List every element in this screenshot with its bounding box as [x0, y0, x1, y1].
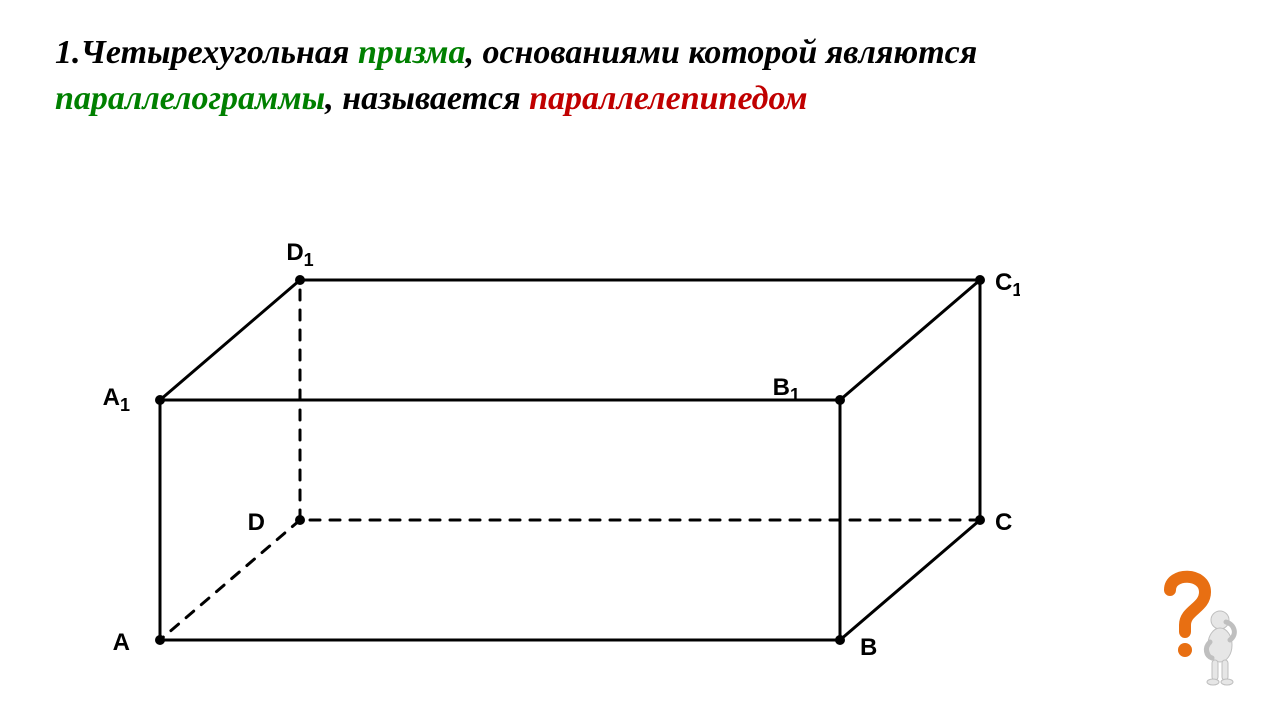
label-D: D: [248, 509, 265, 536]
text-mid2: , называется: [325, 80, 529, 117]
vertex-A: [155, 635, 165, 645]
text-mid1: , основаниями которой являются: [465, 34, 977, 71]
label-D1: D1: [286, 239, 313, 270]
text-prefix: 1.Четырехугольная: [55, 34, 358, 71]
edge-D-A: [160, 520, 300, 640]
label-C: C: [995, 509, 1012, 536]
label-B: B: [860, 634, 877, 661]
slide: 1.Четырехугольная призма, основаниями ко…: [0, 0, 1280, 720]
keyword-parallelepiped: параллелепипедом: [529, 80, 807, 117]
edge-D1-A1: [160, 280, 300, 400]
vertex-C: [975, 515, 985, 525]
vertex-D: [295, 515, 305, 525]
vertex-B1: [835, 395, 845, 405]
label-B1: B1: [773, 374, 800, 405]
keyword-prism: призма: [358, 34, 466, 71]
vertex-A1: [155, 395, 165, 405]
definition-text: 1.Четырехугольная призма, основаниями ко…: [55, 30, 1200, 122]
edge-B1-C1: [840, 280, 980, 400]
edge-B-C: [840, 520, 980, 640]
vertex-B: [835, 635, 845, 645]
parallelepiped-diagram: A B C D A1 B1 C1 D1: [100, 200, 1020, 670]
label-C1: C1: [995, 269, 1020, 300]
vertex-C1: [975, 275, 985, 285]
label-A: A: [113, 629, 130, 656]
label-A1: A1: [103, 384, 130, 415]
keyword-parallelograms: параллелограммы: [55, 80, 325, 117]
vertex-D1: [295, 275, 305, 285]
question-mascot-icon: [1140, 560, 1250, 690]
